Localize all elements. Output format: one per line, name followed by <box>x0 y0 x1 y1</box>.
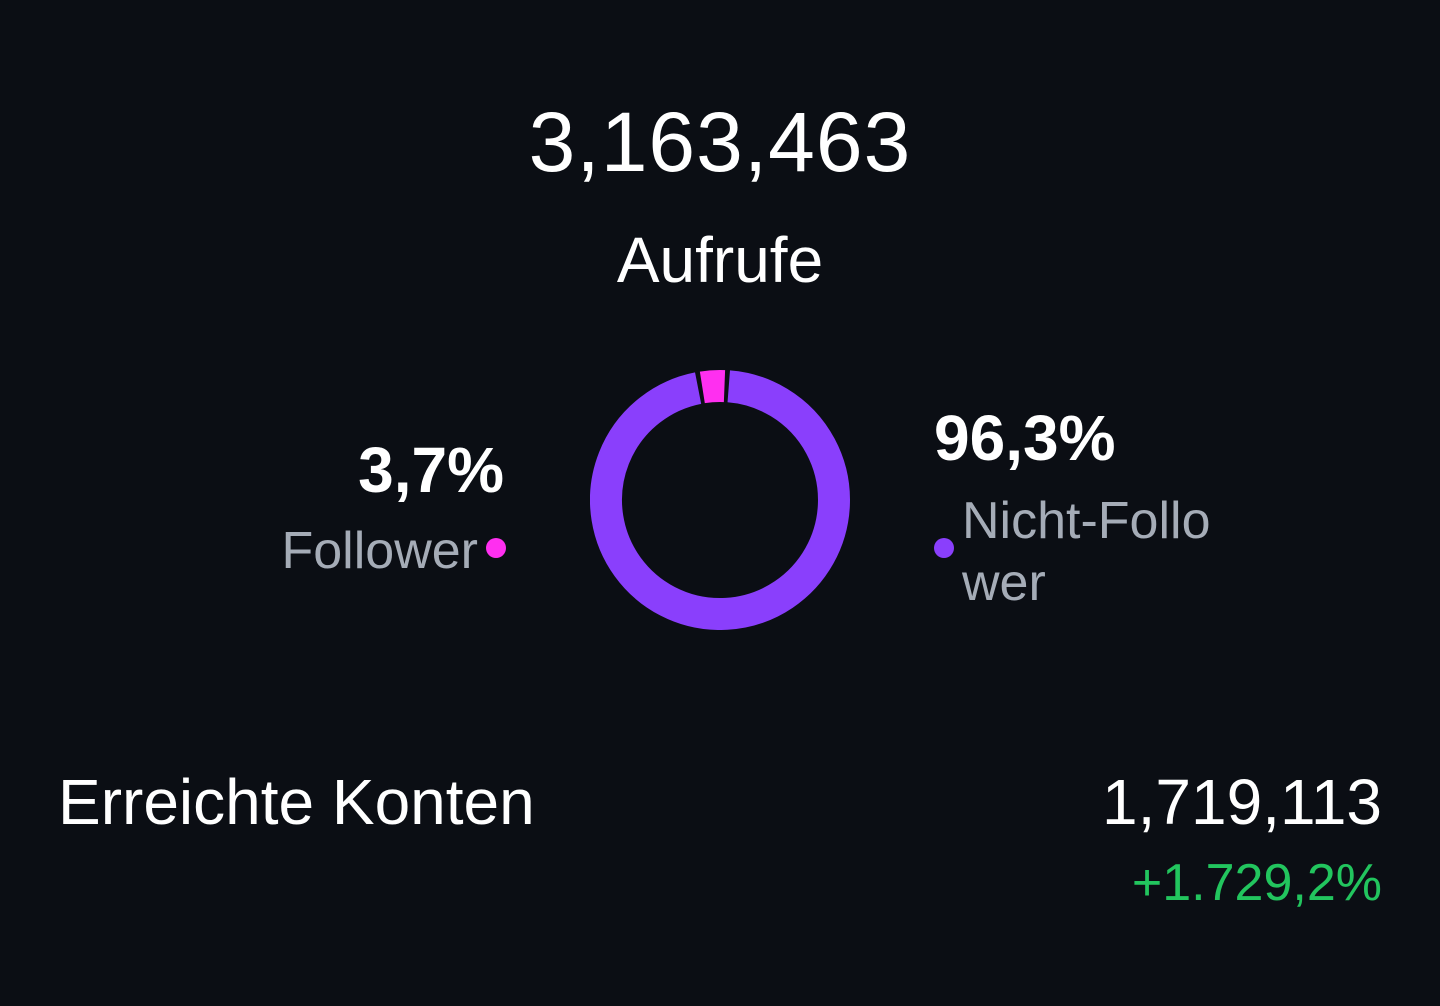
reach-change: +1.729,2% <box>1131 854 1382 912</box>
follower-legend-label: Follower <box>281 522 479 580</box>
non-follower-legend: Nicht-Follower <box>934 490 1224 614</box>
reach-label: Erreichte Konten <box>58 766 535 838</box>
follower-split-donut <box>590 370 850 630</box>
non-follower-percent: 96,3% <box>934 402 1116 474</box>
follower-percent: 3,7% <box>358 434 504 506</box>
non-follower-dot-icon <box>934 538 954 558</box>
non-follower-legend-label: Nicht-Follower <box>962 492 1211 612</box>
views-total: 3,163,463 <box>528 95 912 189</box>
non-follower-arc <box>590 370 850 630</box>
follower-legend: Follower <box>281 520 506 582</box>
follower-arc <box>699 370 726 404</box>
reach-value: 1,719,113 <box>1102 766 1382 838</box>
views-label: Aufrufe <box>616 224 824 296</box>
follower-dot-icon <box>486 538 506 558</box>
